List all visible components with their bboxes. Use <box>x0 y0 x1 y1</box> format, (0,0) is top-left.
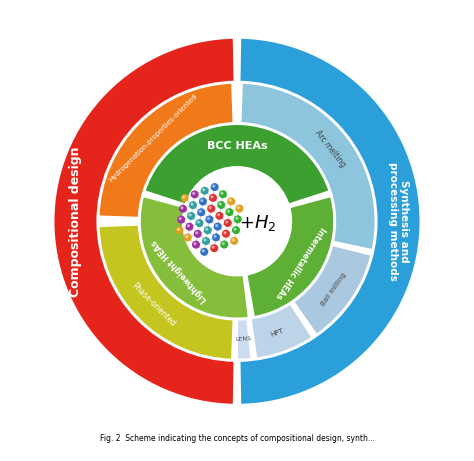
Circle shape <box>199 210 201 213</box>
Wedge shape <box>54 38 235 405</box>
Circle shape <box>186 236 188 237</box>
Circle shape <box>224 232 226 234</box>
Circle shape <box>213 185 215 187</box>
Circle shape <box>211 184 218 190</box>
Circle shape <box>201 188 208 194</box>
Text: Arc melting: Arc melting <box>313 128 347 169</box>
Circle shape <box>212 246 214 248</box>
Wedge shape <box>145 124 329 205</box>
Circle shape <box>209 207 211 209</box>
Circle shape <box>191 191 198 198</box>
Circle shape <box>237 207 239 208</box>
Circle shape <box>202 250 204 252</box>
Circle shape <box>208 218 210 219</box>
Circle shape <box>188 213 194 219</box>
Circle shape <box>221 192 223 194</box>
Circle shape <box>211 245 218 252</box>
Text: HPT: HPT <box>270 327 285 338</box>
Wedge shape <box>140 196 249 319</box>
Circle shape <box>206 216 213 223</box>
Circle shape <box>198 221 200 223</box>
Circle shape <box>236 217 238 219</box>
Circle shape <box>191 203 193 205</box>
Wedge shape <box>239 38 420 405</box>
Circle shape <box>223 230 229 237</box>
Text: Fig. 2  Scheme indicating the concepts of compositional design, synth...: Fig. 2 Scheme indicating the concepts of… <box>100 434 374 443</box>
Circle shape <box>192 242 199 248</box>
Circle shape <box>181 207 183 209</box>
Circle shape <box>228 210 229 212</box>
Wedge shape <box>240 83 375 250</box>
Circle shape <box>228 198 235 205</box>
Circle shape <box>201 200 203 201</box>
Circle shape <box>236 205 243 212</box>
Circle shape <box>203 238 210 244</box>
Text: $+H_2$: $+H_2$ <box>238 213 276 233</box>
Circle shape <box>213 234 219 241</box>
Circle shape <box>216 213 223 219</box>
Circle shape <box>204 227 211 234</box>
Circle shape <box>234 228 236 230</box>
Text: Synthesis and
processing methods: Synthesis and processing methods <box>388 162 410 281</box>
Circle shape <box>193 192 195 195</box>
Text: Compositional design: Compositional design <box>69 146 82 296</box>
Text: LENS: LENS <box>235 337 251 343</box>
Circle shape <box>179 218 181 219</box>
Circle shape <box>182 195 188 201</box>
Circle shape <box>196 220 203 226</box>
Wedge shape <box>99 225 234 360</box>
Circle shape <box>184 168 290 274</box>
Circle shape <box>178 216 184 223</box>
Circle shape <box>210 195 216 201</box>
Circle shape <box>214 223 221 230</box>
Circle shape <box>216 225 218 227</box>
Circle shape <box>206 228 208 230</box>
Circle shape <box>218 214 219 216</box>
Wedge shape <box>246 196 334 317</box>
Circle shape <box>224 219 231 226</box>
Circle shape <box>208 205 215 212</box>
Text: Lightweight HEAs: Lightweight HEAs <box>150 238 210 304</box>
Text: BCC HEAs: BCC HEAs <box>207 141 267 151</box>
Circle shape <box>231 237 237 244</box>
Circle shape <box>226 209 233 215</box>
Circle shape <box>221 241 228 248</box>
Circle shape <box>233 227 239 233</box>
Circle shape <box>211 196 213 198</box>
Circle shape <box>222 242 224 244</box>
Text: Hydrogenation-properties-oriented: Hydrogenation-properties-oriented <box>108 93 198 183</box>
Wedge shape <box>251 304 312 359</box>
Text: Phase-oriented: Phase-oriented <box>129 281 177 329</box>
Circle shape <box>188 225 190 227</box>
Circle shape <box>194 230 201 237</box>
Circle shape <box>196 232 198 234</box>
Circle shape <box>219 191 226 197</box>
Circle shape <box>180 206 186 212</box>
Circle shape <box>232 239 234 241</box>
Circle shape <box>229 200 231 201</box>
Circle shape <box>214 236 216 237</box>
Circle shape <box>184 234 191 241</box>
Circle shape <box>176 227 183 234</box>
Circle shape <box>194 242 196 245</box>
Wedge shape <box>99 83 234 218</box>
Text: Intermetallic HEAs: Intermetallic HEAs <box>274 225 327 300</box>
Circle shape <box>177 228 180 230</box>
Circle shape <box>219 203 221 205</box>
Wedge shape <box>293 245 372 335</box>
Circle shape <box>182 196 185 198</box>
Circle shape <box>186 224 193 230</box>
Circle shape <box>200 198 206 205</box>
Circle shape <box>235 216 241 223</box>
Circle shape <box>226 221 228 223</box>
Text: Ball milling: Ball milling <box>320 272 347 307</box>
Circle shape <box>189 214 191 216</box>
Circle shape <box>198 209 204 216</box>
Circle shape <box>203 189 205 191</box>
Circle shape <box>201 248 208 255</box>
Wedge shape <box>237 319 252 360</box>
Circle shape <box>204 239 206 241</box>
Circle shape <box>218 202 225 208</box>
Circle shape <box>190 202 196 208</box>
